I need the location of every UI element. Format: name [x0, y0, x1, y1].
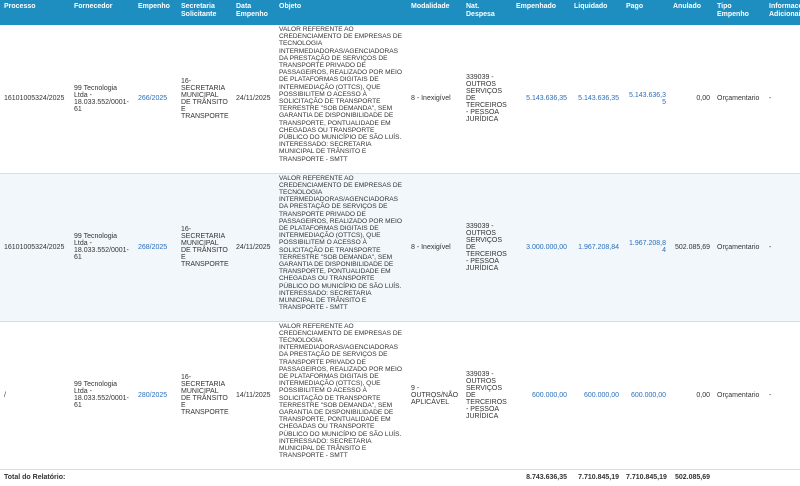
total-empty: [70, 469, 134, 486]
pago-link[interactable]: 1.967.208,84: [622, 173, 669, 322]
cell-informacoes-adicionais: -: [765, 173, 800, 322]
header-nat-despesa[interactable]: Nat. Despesa: [462, 0, 512, 25]
liquidado-link[interactable]: 5.143.636,35: [570, 25, 622, 174]
header-objeto[interactable]: Objeto: [275, 0, 407, 25]
total-row: Total do Relatório: 8.743.636,35 7.710.8…: [0, 469, 800, 486]
table-row: 16101005324/2025 99 Tecnologia Ltda - 18…: [0, 25, 800, 174]
cell-secretaria: 16-SECRETARIA MUNICIPAL DE TRÂNSITO E TR…: [177, 25, 232, 174]
header-informacoes-adicionais[interactable]: Informacoes Adicionais: [765, 0, 800, 25]
empenhado-link[interactable]: 600.000,00: [512, 321, 570, 470]
total-liquidado: 7.710.845,19: [570, 469, 622, 486]
cell-processo: 16101005324/2025: [0, 25, 70, 174]
cell-nat-despesa: 339039 - OUTROS SERVIÇOS DE TERCEIROS - …: [462, 321, 512, 470]
header-fornecedor[interactable]: Fornecedor: [70, 0, 134, 25]
total-empenhado: 8.743.636,35: [512, 469, 570, 486]
cell-nat-despesa: 339039 - OUTROS SERVIÇOS DE TERCEIROS - …: [462, 173, 512, 322]
header-modalidade[interactable]: Modalidade: [407, 0, 462, 25]
cell-data-empenho: 14/11/2025: [232, 321, 275, 470]
liquidado-link[interactable]: 600.000,00: [570, 321, 622, 470]
total-anulado: 502.085,69: [669, 469, 713, 486]
total-empty: [275, 469, 407, 486]
cell-objeto: VALOR REFERENTE AO CREDENCIAMENTO DE EMP…: [275, 25, 407, 174]
empenho-link[interactable]: 268/2025: [134, 173, 177, 322]
total-pago: 7.710.845,19: [622, 469, 669, 486]
cell-tipo-empenho: Orçamentario: [713, 25, 765, 174]
cell-processo: /: [0, 321, 70, 470]
cell-data-empenho: 24/11/2025: [232, 173, 275, 322]
table-header-row: Processo Fornecedor Empenho Secretaria S…: [0, 0, 800, 25]
pago-link[interactable]: 5.143.636,35: [622, 25, 669, 174]
header-secretaria[interactable]: Secretaria Solicitante: [177, 0, 232, 25]
header-liquidado[interactable]: Liquidado: [570, 0, 622, 25]
cell-modalidade: 9 - OUTROS/NÃO APLICÁVEL: [407, 321, 462, 470]
cell-processo: 16101005324/2025: [0, 173, 70, 322]
cell-modalidade: 8 - Inexigível: [407, 173, 462, 322]
total-empty: [177, 469, 232, 486]
empenho-link[interactable]: 266/2025: [134, 25, 177, 174]
empenhado-link[interactable]: 5.143.636,35: [512, 25, 570, 174]
empenho-link[interactable]: 280/2025: [134, 321, 177, 470]
header-empenho[interactable]: Empenho: [134, 0, 177, 25]
cell-informacoes-adicionais: -: [765, 25, 800, 174]
cell-secretaria: 16-SECRETARIA MUNICIPAL DE TRÂNSITO E TR…: [177, 321, 232, 470]
cell-anulado: 0,00: [669, 25, 713, 174]
header-pago[interactable]: Pago: [622, 0, 669, 25]
cell-objeto: VALOR REFERENTE AO CREDENCIAMENTO DE EMP…: [275, 321, 407, 470]
cell-anulado: 0,00: [669, 321, 713, 470]
cell-anulado: 502.085,69: [669, 173, 713, 322]
table-row: / 99 Tecnologia Ltda - 18.033.552/0001-6…: [0, 321, 800, 470]
header-processo[interactable]: Processo: [0, 0, 70, 25]
total-empty: [134, 469, 177, 486]
pago-link[interactable]: 600.000,00: [622, 321, 669, 470]
header-anulado[interactable]: Anulado: [669, 0, 713, 25]
header-tipo-empenho[interactable]: Tipo Empenho: [713, 0, 765, 25]
header-empenhado[interactable]: Empenhado: [512, 0, 570, 25]
total-empty: [407, 469, 462, 486]
cell-tipo-empenho: Orçamentario: [713, 173, 765, 322]
cell-modalidade: 8 - Inexigível: [407, 25, 462, 174]
cell-fornecedor: 99 Tecnologia Ltda - 18.033.552/0001-61: [70, 321, 134, 470]
table-row: 16101005324/2025 99 Tecnologia Ltda - 18…: [0, 173, 800, 322]
total-empty: [713, 469, 765, 486]
cell-nat-despesa: 339039 - OUTROS SERVIÇOS DE TERCEIROS - …: [462, 25, 512, 174]
cell-fornecedor: 99 Tecnologia Ltda - 18.033.552/0001-61: [70, 25, 134, 174]
cell-secretaria: 16-SECRETARIA MUNICIPAL DE TRÂNSITO E TR…: [177, 173, 232, 322]
cell-fornecedor: 99 Tecnologia Ltda - 18.033.552/0001-61: [70, 173, 134, 322]
total-empty: [462, 469, 512, 486]
header-data-empenho[interactable]: Data Empenho: [232, 0, 275, 25]
cell-tipo-empenho: Orçamentario: [713, 321, 765, 470]
cell-objeto: VALOR REFERENTE AO CREDENCIAMENTO DE EMP…: [275, 173, 407, 322]
empenhado-link[interactable]: 3.000.000,00: [512, 173, 570, 322]
total-label: Total do Relatório:: [0, 469, 70, 486]
liquidado-link[interactable]: 1.967.208,84: [570, 173, 622, 322]
total-empty: [232, 469, 275, 486]
cell-informacoes-adicionais: -: [765, 321, 800, 470]
total-empty: [765, 469, 800, 486]
cell-data-empenho: 24/11/2025: [232, 25, 275, 174]
